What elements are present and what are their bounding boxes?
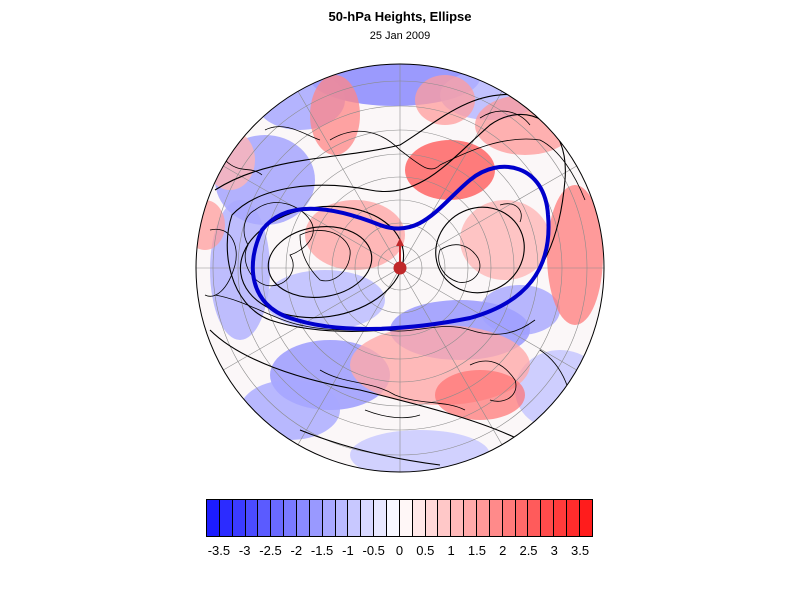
meridian-line <box>294 85 401 269</box>
positive-anomaly-region <box>305 200 405 270</box>
colorbar-cell <box>322 500 336 536</box>
polar-map <box>195 63 605 473</box>
height-contour <box>435 206 525 294</box>
colorbar-cell <box>284 500 298 536</box>
colorbar-cell <box>207 500 220 536</box>
height-contour <box>299 429 441 466</box>
colorbar-tick-labels: -3.5 -3 -2.5 -2 -1.5 -1 -0.5 0 0.5 1 1.5 2 2.5 3 3.5 <box>0 543 800 561</box>
meridian-line <box>399 267 583 374</box>
height-contour <box>267 226 373 298</box>
height-contour <box>209 329 521 441</box>
hudson-bay-coast <box>319 369 466 411</box>
meridian-line <box>399 162 583 269</box>
colorbar-cell <box>554 500 568 536</box>
map-date: 25 Jan 2009 <box>369 30 431 42</box>
positive-anomaly-region <box>547 185 603 325</box>
centroid-arrowhead <box>396 238 404 246</box>
colorbar-tick-label: -0.5 <box>362 543 385 558</box>
siberia-coast <box>264 126 321 141</box>
colorbar-cell <box>489 500 503 536</box>
colorbar-cell <box>541 500 555 536</box>
colorbar-cell <box>297 500 310 536</box>
negative-anomaly-region <box>240 380 340 440</box>
colorbar-cell <box>271 500 285 536</box>
colorbar-cell <box>438 500 452 536</box>
meridian-line <box>399 85 506 269</box>
colorbar-tick-label: 0.5 <box>416 543 435 558</box>
colorbar-cell <box>309 500 323 536</box>
eurasia-arctic-coast <box>329 130 441 170</box>
colorbar-cell <box>412 500 426 536</box>
positive-anomaly-region <box>460 200 550 280</box>
positive-anomaly-region <box>196 200 225 250</box>
colorbar-cell <box>579 500 592 536</box>
greenland-coast <box>243 202 314 287</box>
colorbar-cell <box>232 500 246 536</box>
vortex-centroid-marker <box>393 261 407 275</box>
svalbard-coast <box>499 203 522 223</box>
colorbar-tick-label: -1.5 <box>310 543 334 558</box>
colorbar-tick-label: 1 <box>447 543 455 558</box>
colorbar-tick-label: 3.5 <box>571 543 590 558</box>
positive-anomaly-region <box>415 75 475 125</box>
map-boundary <box>195 63 605 473</box>
meridian-line <box>294 267 401 451</box>
novaya-zemlya-coast <box>438 244 481 283</box>
labrador-coast <box>469 360 517 402</box>
colorbar-cell <box>399 500 413 536</box>
anomaly-colorbar <box>206 499 593 537</box>
colorbar-tick-label: 2.5 <box>519 543 538 558</box>
europe-north-coast <box>439 138 586 201</box>
meridian-lines <box>196 64 604 472</box>
colorbar-cell <box>515 500 529 536</box>
colorbar-cell <box>502 500 516 536</box>
vortex-ellipse <box>250 164 551 331</box>
height-contour <box>226 114 566 332</box>
colorbar-cell <box>477 500 490 536</box>
lat-lon-graticule <box>196 64 604 472</box>
map-title: 50-hPa Heights, Ellipse <box>328 9 472 24</box>
colorbar-tick-label: 1.5 <box>467 543 486 558</box>
colorbar-tick-label: -2.5 <box>259 543 282 558</box>
colorbar-tick-label: 0 <box>395 543 404 558</box>
colorbar-tick-label: -3 <box>238 543 251 558</box>
colorbar-tick-label: -2 <box>290 543 303 558</box>
positive-anomaly-region <box>310 75 360 155</box>
colorbar-cell <box>387 500 400 536</box>
meridian-line <box>217 267 401 374</box>
colorbar-tick-label: 2 <box>499 543 507 558</box>
colorbar-cell <box>348 500 362 536</box>
colorbar-cell <box>245 500 259 536</box>
colorbar-tick-label: 3 <box>550 543 558 558</box>
colorbar-cell <box>219 500 233 536</box>
meridian-line <box>399 267 506 451</box>
colorbar-cell <box>528 500 542 536</box>
scandinavia-coast <box>479 110 531 126</box>
canadian-archipelago-coast <box>299 230 351 282</box>
colorbar-tick-label: -1 <box>342 543 354 558</box>
colorbar-cell <box>567 500 580 536</box>
positive-anomaly-region <box>435 370 525 420</box>
colorbar-cell <box>335 500 349 536</box>
coastlines <box>204 110 586 419</box>
colorbar-cell <box>425 500 439 536</box>
colorbar-cell <box>464 500 478 536</box>
colorbar-cell <box>361 500 375 536</box>
colorbar-cell <box>451 500 465 536</box>
north-america-coast <box>204 228 237 297</box>
colorbar-cell <box>258 500 272 536</box>
negative-anomaly-region <box>265 270 385 330</box>
negative-anomaly-region <box>350 430 490 472</box>
beringia-coast <box>224 159 263 176</box>
positive-anomaly-region <box>405 140 495 200</box>
colorbar-tick-label: -3.5 <box>207 543 231 558</box>
meridian-line <box>217 162 401 269</box>
great-lakes-coast <box>364 409 421 419</box>
colorbar-cell <box>374 500 388 536</box>
height-contour <box>214 93 521 191</box>
alaska-siberia-coast <box>384 319 536 335</box>
